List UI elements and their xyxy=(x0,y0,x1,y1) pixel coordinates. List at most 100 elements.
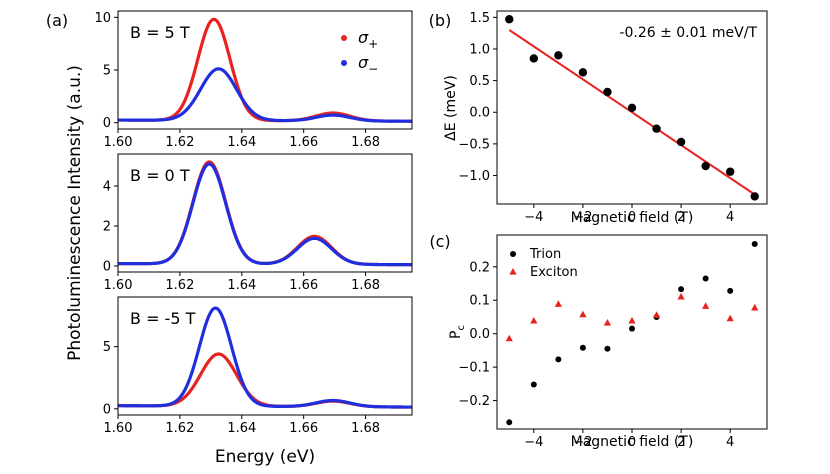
trion-point xyxy=(579,344,586,351)
y-tick-label: 0.0 xyxy=(469,106,490,121)
exciton-point xyxy=(726,314,734,322)
data-point xyxy=(676,137,686,147)
y-tick-label: 0 xyxy=(103,402,111,417)
trion-point xyxy=(506,419,513,426)
legend-label-trion: Trion xyxy=(529,247,561,262)
x-tick-label: 1.62 xyxy=(165,278,194,293)
field-annotation: B = 5 T xyxy=(130,23,190,42)
panel-b: (b) −4 −2 0 2 4 −1.0 −0.5 0.0 0.5 1.0 1.5 -0.26 ± 0.… xyxy=(429,10,768,226)
y-tick-label: 0.0 xyxy=(469,327,490,342)
x-tick-label: 0 xyxy=(628,210,636,225)
y-tick-label: 0.2 xyxy=(469,260,490,275)
x-axis-label: Energy (eV) xyxy=(215,447,315,467)
field-annotation: B = -5 T xyxy=(130,309,196,328)
x-axis-label: Magnetic field (T) xyxy=(571,210,694,226)
trion-point xyxy=(727,287,734,294)
slope-annotation: -0.26 ± 0.01 meV/T xyxy=(619,25,757,41)
axis-frame xyxy=(117,153,413,273)
x-tick-label: 1.64 xyxy=(227,135,256,150)
x-tick-label: 1.64 xyxy=(227,278,256,293)
trion-point xyxy=(678,286,685,293)
trion-point xyxy=(702,275,709,282)
x-tick-label: 2 xyxy=(677,210,685,225)
x-tick-label: 4 xyxy=(726,210,734,225)
y-tick-label: 10 xyxy=(94,11,111,26)
sigma-symbol: σ xyxy=(358,28,369,47)
x-tick-label: 1.60 xyxy=(104,135,133,150)
exciton-point xyxy=(505,334,513,342)
exciton-point xyxy=(702,302,710,309)
y-tick-label: −1.0 xyxy=(458,169,490,184)
x-tick-label: 1.66 xyxy=(289,278,318,293)
y-tick-label: −0.5 xyxy=(458,137,490,152)
x-tick-label: 1.60 xyxy=(104,421,133,436)
data-point xyxy=(750,192,759,201)
linear-fit-line xyxy=(508,29,756,196)
ylabel-sub: c xyxy=(456,325,467,331)
sigma-plus-curve xyxy=(118,352,412,409)
field-annotation: B = 0 T xyxy=(130,166,190,185)
x-tick-label: 1.68 xyxy=(351,421,380,436)
panel-label-a: (a) xyxy=(46,11,68,30)
legend-marker-sigma-minus xyxy=(341,60,347,66)
y-tick-label: 0 xyxy=(103,116,111,131)
x-tick-label: 1.60 xyxy=(104,278,133,293)
exciton-point xyxy=(554,300,562,307)
x-tick-label: 2 xyxy=(677,435,685,450)
y-axis-label: Pc xyxy=(448,325,467,339)
x-tick-label: 1.62 xyxy=(165,135,194,150)
y-tick-label: 0.5 xyxy=(469,74,490,89)
data-point xyxy=(627,103,637,113)
y-tick-label: 1.0 xyxy=(469,42,490,57)
y-tick-label: 1.5 xyxy=(469,11,490,26)
trion-point xyxy=(604,345,611,352)
sigma-minus-curve xyxy=(118,67,412,123)
sigma-minus-curve xyxy=(118,162,412,267)
x-tick-label: −2 xyxy=(573,210,592,225)
exciton-point xyxy=(628,316,636,324)
y-tick-label: 2 xyxy=(103,220,111,235)
data-point xyxy=(529,54,539,63)
legend-marker-trion xyxy=(510,251,516,257)
x-tick-label: −4 xyxy=(524,210,543,225)
y-tick-label: 0.1 xyxy=(469,294,490,309)
legend-label-sigma-plus: σ+ xyxy=(358,28,378,51)
data-point xyxy=(701,161,710,171)
x-tick-label: 1.68 xyxy=(351,278,380,293)
y-axis-label: ΔE (meV) xyxy=(443,75,459,141)
exciton-point xyxy=(579,310,587,318)
x-tick-label: 0 xyxy=(628,435,636,450)
legend: Trion Exciton xyxy=(509,247,578,280)
ylabel-main: P xyxy=(448,331,464,339)
x-tick-label: 4 xyxy=(726,435,734,450)
x-tick-label: 1.66 xyxy=(289,135,318,150)
panel-label-b: (b) xyxy=(429,11,452,30)
y-tick-label: 5 xyxy=(103,64,111,79)
y-tick-label: −0.2 xyxy=(458,394,490,409)
y-tick-label: 0 xyxy=(103,260,111,275)
x-tick-label: −4 xyxy=(524,435,543,450)
legend-marker-exciton xyxy=(509,268,517,275)
legend-marker-sigma-plus xyxy=(341,35,347,41)
x-tick-label: 1.62 xyxy=(165,421,194,436)
x-tick-label: −2 xyxy=(573,435,592,450)
legend: σ+σ− xyxy=(341,28,378,76)
legend-label-exciton: Exciton xyxy=(530,265,578,280)
exciton-point xyxy=(530,316,538,324)
exciton-point xyxy=(652,311,661,318)
data-point xyxy=(603,87,612,97)
y-axis-label: Photoluminescence Intensity (a.u.) xyxy=(65,65,85,361)
data-point xyxy=(578,68,588,77)
x-tick-label: 1.64 xyxy=(227,421,256,436)
exciton-point xyxy=(751,303,759,311)
data-point xyxy=(652,124,661,133)
trion-point xyxy=(555,356,562,363)
data-point xyxy=(505,15,514,24)
spectrum-subplot: 1.60 1.62 1.64 1.66 1.68 0 5 10 B = 5 T xyxy=(94,10,413,150)
sigma-symbol: σ xyxy=(358,53,369,72)
panel-c: (c) −4 −2 0 2 4 −0.2 −0.1 0.0 0.1 0.2 Trion Exciton M… xyxy=(429,232,768,450)
panel-a: (a) 1.60 1.62 1.64 1.66 1.68 0 5 10 B = 5 T 1.60 1.… xyxy=(46,10,413,467)
exciton-point xyxy=(677,292,685,300)
data-point xyxy=(554,51,563,60)
